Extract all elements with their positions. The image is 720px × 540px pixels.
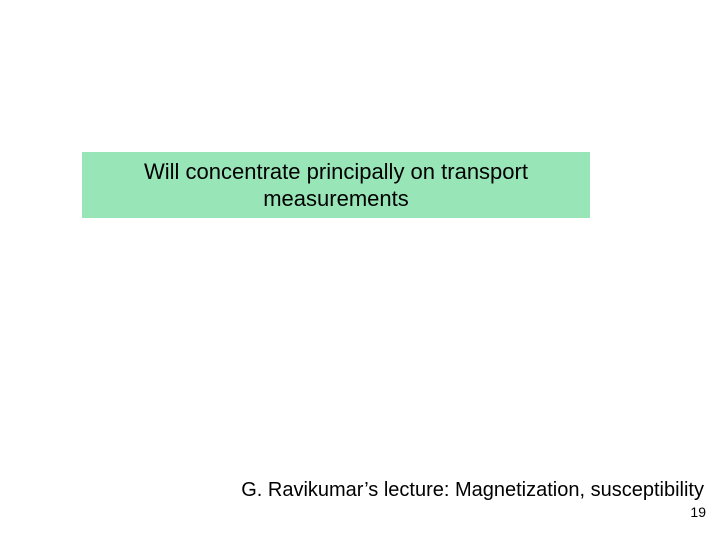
highlight-box: Will concentrate principally on transpor…: [82, 152, 590, 218]
page-number: 19: [690, 504, 706, 520]
footer-citation: G. Ravikumar’s lecture: Magnetization, s…: [241, 479, 704, 502]
highlight-text: Will concentrate principally on transpor…: [92, 158, 580, 213]
